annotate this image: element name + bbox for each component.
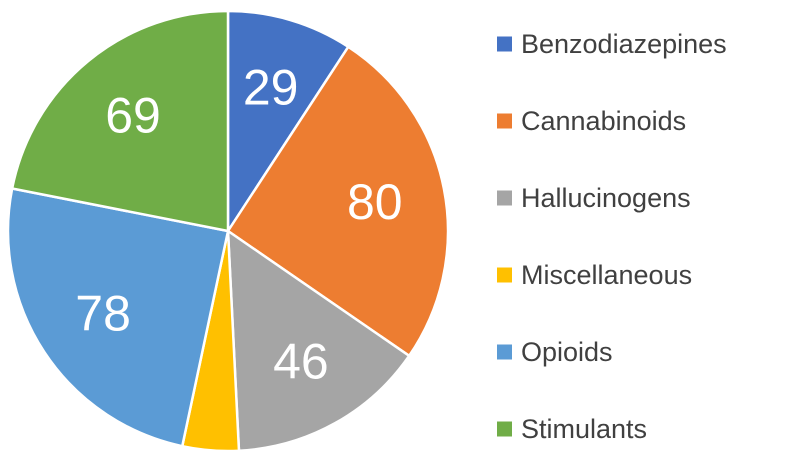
legend-item-miscellaneous: Miscellaneous [497, 260, 692, 290]
legend-item-hallucinogens: Hallucinogens [497, 183, 691, 213]
legend-item-stimulants: Stimulants [497, 414, 647, 444]
pie-slices [6, 9, 450, 453]
legend-item-opioids: Opioids [497, 337, 613, 367]
legend-swatch-benzodiazepines [497, 36, 512, 52]
legend-label-stimulants: Stimulants [521, 414, 647, 444]
legend-swatch-cannabinoids [497, 113, 512, 129]
legend-swatch-opioids [497, 344, 512, 360]
data-label-stimulants: 69 [105, 87, 161, 143]
legend-label-opioids: Opioids [521, 337, 613, 367]
legend-label-miscellaneous: Miscellaneous [521, 260, 692, 290]
data-label-benzodiazepines: 29 [243, 60, 299, 116]
legend-label-cannabinoids: Cannabinoids [521, 106, 686, 136]
pie-slice-cannabinoids [226, 45, 450, 358]
pie-data-labels: 29 80 46 78 69 [75, 60, 402, 390]
legend-label-benzodiazepines: Benzodiazepines [521, 29, 727, 59]
pie-slice-opioids [6, 187, 230, 448]
data-label-opioids: 78 [75, 285, 131, 341]
legend-swatch-stimulants [497, 421, 512, 437]
legend-item-cannabinoids: Cannabinoids [497, 106, 686, 136]
pie-slice-hallucinogens [226, 229, 411, 452]
data-label-cannabinoids: 80 [347, 174, 403, 230]
legend-swatch-hallucinogens [497, 190, 512, 206]
data-label-hallucinogens: 46 [273, 334, 329, 390]
legend: Benzodiazepines Cannabinoids Hallucinogens… [497, 29, 727, 444]
legend-swatch-miscellaneous [497, 267, 512, 283]
legend-label-hallucinogens: Hallucinogens [521, 183, 691, 213]
legend-item-benzodiazepines: Benzodiazepines [497, 29, 727, 59]
pie-slice-stimulants [10, 9, 230, 233]
pie-slice-benzodiazepines [226, 9, 350, 233]
